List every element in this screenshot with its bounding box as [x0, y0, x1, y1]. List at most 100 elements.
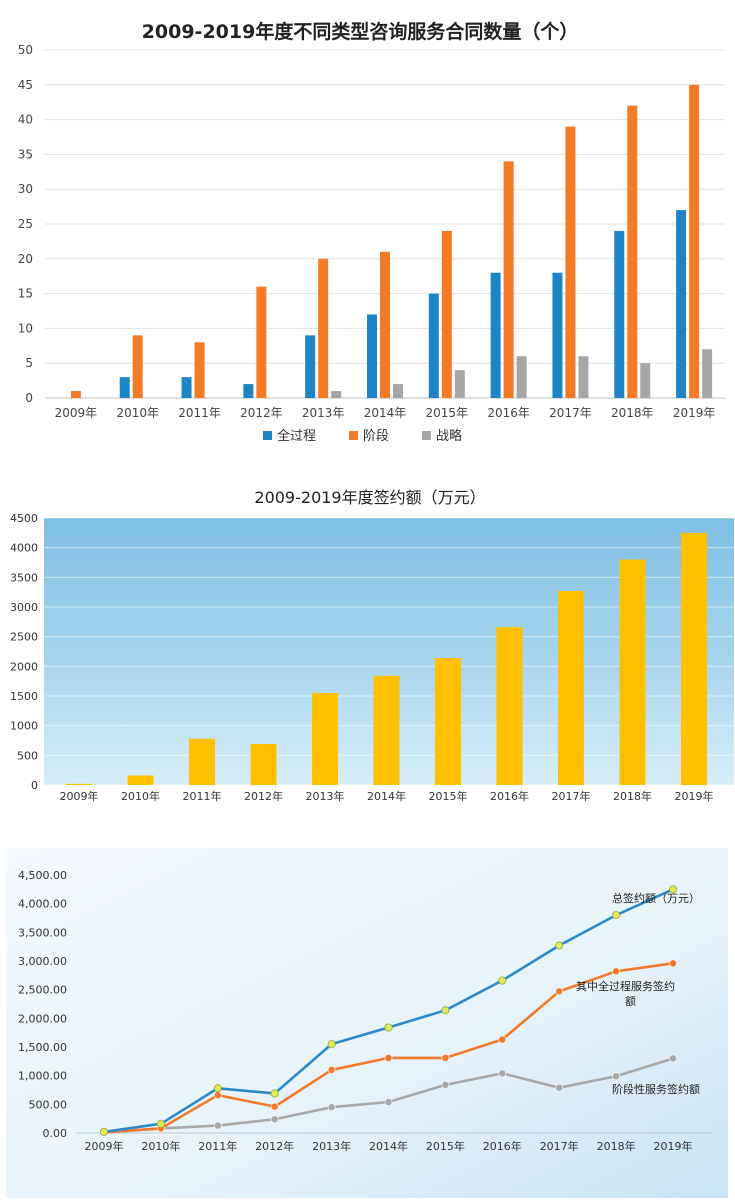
y-tick-label: 1,500.00	[18, 1041, 67, 1054]
point-stage-amount	[384, 1098, 393, 1106]
point-full-process-amount	[612, 967, 620, 976]
y-tick-label: 500.00	[29, 1098, 68, 1111]
point-total-amount	[498, 976, 507, 985]
x-tick-label: 2016年	[483, 1139, 522, 1153]
bar-signing-amount	[373, 675, 400, 785]
point-total-amount	[327, 1040, 336, 1049]
point-stage-amount	[498, 1069, 507, 1078]
signing-amount-bar-chart: 2009-2019年度签约额（万元） 0 500 1000 1500 2000 2500 3…	[10, 488, 734, 803]
bar-quanguocheng	[181, 377, 192, 398]
bar-jieduan	[441, 230, 452, 398]
y-tick-label: 30	[18, 182, 33, 196]
x-tick-label: 2012年	[244, 789, 283, 803]
y-tick-label: 5	[25, 356, 33, 370]
y-tick-label: 500	[17, 749, 38, 762]
x-tick-label: 2011年	[183, 789, 222, 803]
x-tick-label: 2014年	[364, 406, 407, 420]
bar-jieduan	[503, 161, 514, 398]
x-tick-label: 2013年	[312, 1139, 351, 1153]
x-tick-label: 2015年	[426, 406, 469, 420]
x-tick-label: 2011年	[178, 406, 221, 420]
legend-label-zhanlue: 战略	[436, 428, 462, 444]
label-total-amount: 总签约额（万元）	[612, 891, 700, 905]
bar-signing-amount	[66, 783, 92, 785]
point-stage-amount	[669, 1054, 677, 1063]
y-tick-label: 15	[18, 287, 33, 301]
y-tick-label: 35	[18, 147, 33, 161]
y-tick-label: 0	[31, 779, 38, 792]
x-tick-label: 2018年	[613, 789, 652, 803]
x-tick-label: 2016年	[490, 789, 529, 803]
bar-zhanlue	[393, 384, 403, 398]
bar-quanguocheng	[119, 377, 130, 398]
x-tick-label: 2019年	[675, 789, 714, 803]
y-tick-label: 2500	[10, 631, 38, 644]
point-full-process-amount	[555, 987, 564, 996]
legend-swatch-zhanlue	[422, 431, 431, 440]
bar-zhanlue	[516, 356, 527, 398]
x-tick-label: 2015年	[426, 1139, 465, 1153]
x-tick-label: 2017年	[549, 406, 592, 420]
bar-quanguocheng	[676, 210, 687, 398]
point-total-amount	[213, 1084, 222, 1093]
y-tick-label: 40	[18, 113, 33, 127]
y-tick-label: 3,500.00	[18, 926, 67, 939]
x-tick-label: 2009年	[55, 406, 98, 420]
y-tick-label: 4000	[10, 542, 38, 555]
point-full-process-amount	[270, 1102, 279, 1111]
bar-zhanlue	[702, 349, 713, 398]
y-tick-label: 3000	[10, 601, 38, 614]
x-tick-label: 2011年	[198, 1139, 237, 1153]
point-full-process-amount	[327, 1066, 336, 1074]
legend-swatch-jieduan	[349, 431, 358, 440]
y-tick-label: 2,500.00	[18, 984, 67, 997]
y-tick-label: 4,000.00	[18, 898, 67, 911]
y-tick-label: 4500	[10, 512, 38, 525]
y-tick-label: 45	[18, 78, 33, 92]
bar-quanguocheng	[614, 230, 625, 398]
point-total-amount	[100, 1127, 109, 1136]
bar-zhanlue	[454, 370, 465, 398]
bar-signing-amount	[189, 738, 215, 785]
point-stage-amount	[612, 1072, 620, 1081]
chart3-background	[6, 848, 728, 1198]
y-tick-label: 2000	[10, 660, 38, 673]
bar-jieduan	[318, 258, 329, 398]
x-tick-label: 2017年	[552, 789, 591, 803]
y-tick-label: 4,500.00	[18, 869, 67, 882]
y-tick-label: 2,000.00	[18, 1012, 67, 1025]
point-full-process-amount	[498, 1035, 507, 1044]
x-tick-label: 2009年	[60, 789, 99, 803]
x-tick-label: 2016年	[487, 406, 530, 420]
chart1-title: 2009-2019年度不同类型咨询服务合同数量（个）	[142, 20, 579, 43]
y-tick-label: 0.00	[43, 1127, 68, 1140]
chart1-legend: 全过程 阶段 战略	[263, 428, 462, 444]
bar-signing-amount	[619, 559, 646, 785]
x-tick-label: 2009年	[85, 1139, 124, 1153]
point-full-process-amount	[213, 1091, 222, 1100]
point-stage-amount	[270, 1115, 279, 1124]
x-tick-label: 2019年	[673, 406, 716, 420]
x-tick-label: 2019年	[654, 1139, 693, 1153]
bar-signing-amount	[250, 744, 277, 785]
point-total-amount	[441, 1006, 450, 1015]
label-full-process-amount: 其中全过程服务签约	[576, 979, 675, 993]
bar-signing-amount	[496, 627, 523, 785]
legend-label-quanguocheng: 全过程	[277, 428, 316, 444]
bar-quanguocheng	[490, 272, 501, 398]
bar-jieduan	[380, 251, 390, 398]
y-tick-label: 50	[18, 43, 33, 57]
y-tick-label: 3500	[10, 571, 38, 584]
bar-jieduan	[70, 391, 81, 398]
point-full-process-amount	[669, 959, 677, 968]
label-stage-amount: 阶段性服务签约额	[612, 1082, 700, 1096]
point-total-amount	[555, 941, 564, 950]
bar-jieduan	[565, 126, 576, 398]
point-total-amount	[612, 911, 621, 920]
x-tick-label: 2014年	[369, 1139, 408, 1153]
x-tick-label: 2010年	[141, 1139, 180, 1153]
y-tick-label: 1500	[10, 690, 38, 703]
x-tick-label: 2015年	[429, 789, 468, 803]
bar-quanguocheng	[428, 293, 439, 398]
x-tick-label: 2013年	[306, 789, 345, 803]
